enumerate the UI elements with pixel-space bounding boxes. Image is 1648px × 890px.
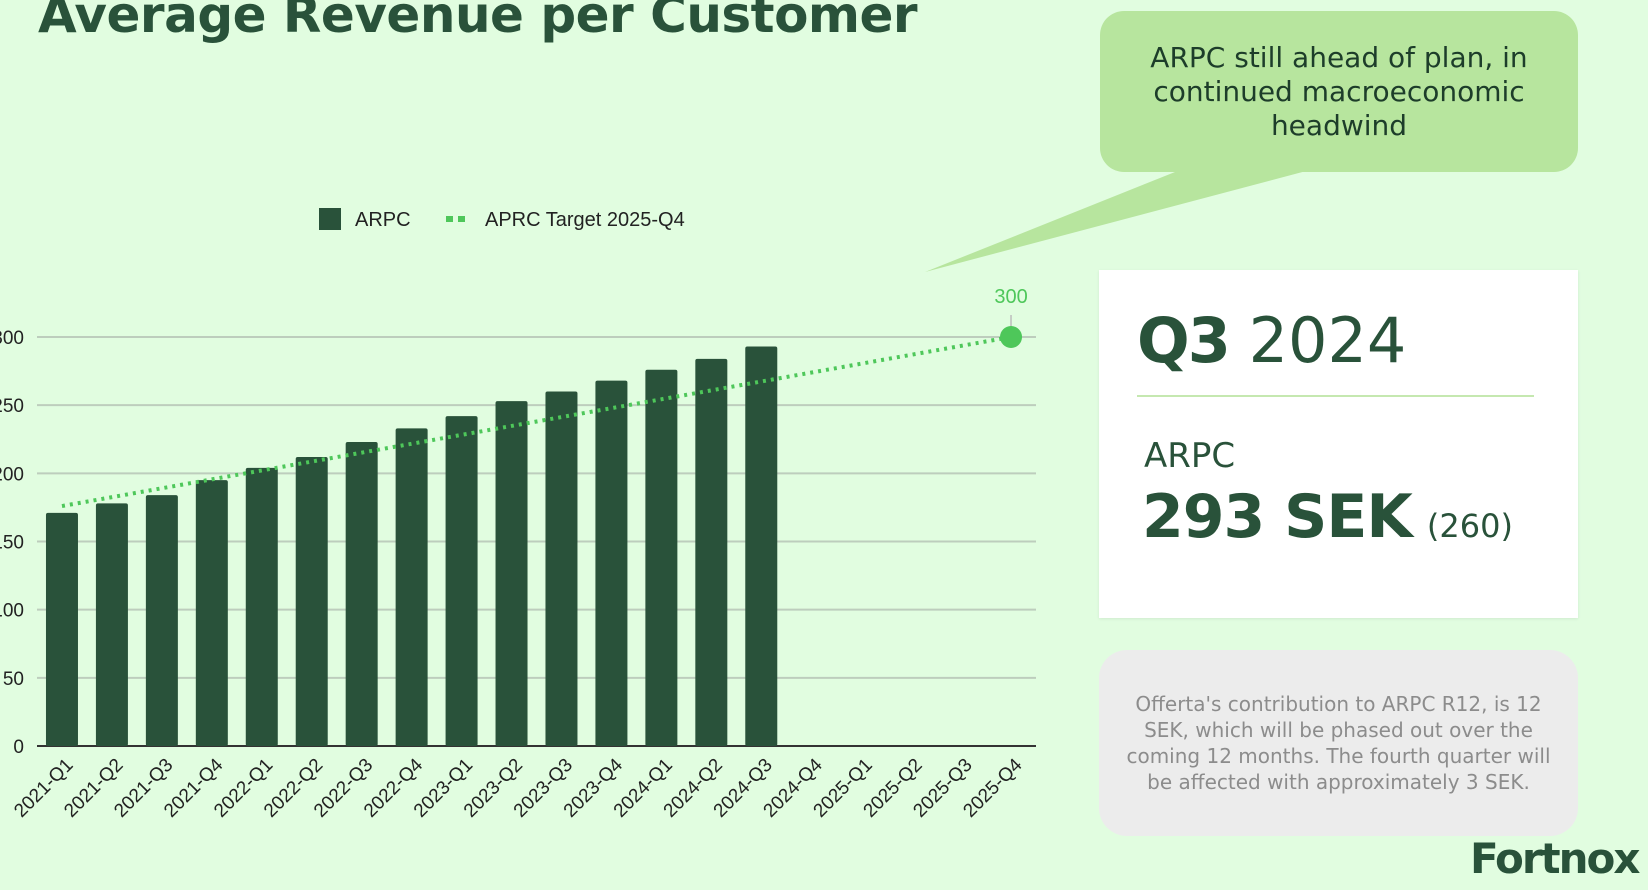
arpc-bar <box>445 416 478 746</box>
callout-bubble: ARPC still ahead of plan, in continued m… <box>1100 11 1578 172</box>
arpc-bar <box>745 346 778 746</box>
kpi-card: Q3 2024 ARPC 293 SEK (260) <box>1099 270 1578 618</box>
arpc-bar-chart: 0501001502002503003002021-Q12021-Q22021-… <box>0 208 1036 822</box>
arpc-bar <box>245 467 278 746</box>
arpc-bar <box>395 428 428 746</box>
arpc-bar <box>545 391 578 746</box>
arpc-bar <box>345 441 378 746</box>
fortnox-logo: Fortnox <box>1470 834 1640 883</box>
legend-target-label: APRC Target 2025-Q4 <box>485 209 685 231</box>
kpi-value: 293 SEK <box>1142 482 1413 552</box>
arpc-bar <box>295 456 328 746</box>
y-tick-label: 0 <box>13 737 24 758</box>
target-line <box>61 335 1012 509</box>
y-tick-label: 50 <box>3 669 24 690</box>
target-endpoint <box>1000 326 1023 348</box>
kpi-metric-label: ARPC <box>1144 436 1236 476</box>
y-tick-label: 300 <box>0 328 24 349</box>
arpc-bar <box>95 503 128 746</box>
chart-title: Average Revenue per Customer <box>38 0 918 44</box>
legend-arpc-swatch <box>319 208 341 230</box>
arpc-bar <box>145 495 178 746</box>
target-annotation-label: 300 <box>994 286 1027 308</box>
kpi-divider <box>1137 395 1534 397</box>
kpi-year: 2024 <box>1248 304 1407 377</box>
footnote-box: Offerta's contribution to ARPC R12, is 1… <box>1099 650 1578 836</box>
arpc-bar <box>495 401 528 746</box>
callout-text: ARPC still ahead of plan, in continued m… <box>1150 40 1528 142</box>
arpc-bar <box>45 512 78 746</box>
kpi-prior-value: (260) <box>1426 507 1513 545</box>
arpc-bar <box>645 369 678 746</box>
arpc-bar <box>195 480 228 746</box>
y-tick-label: 150 <box>0 533 24 554</box>
arpc-bar <box>595 380 628 746</box>
arpc-bar <box>695 358 728 746</box>
legend-arpc-label: ARPC <box>355 209 411 231</box>
kpi-quarter: Q3 <box>1137 304 1231 377</box>
y-tick-label: 100 <box>0 601 24 622</box>
kpi-value-row: 293 SEK (260) <box>1142 482 1513 552</box>
footnote-text: Offerta's contribution to ARPC R12, is 1… <box>1126 692 1551 794</box>
kpi-period: Q3 2024 <box>1137 304 1406 377</box>
y-tick-label: 250 <box>0 396 24 417</box>
y-tick-label: 200 <box>0 464 24 485</box>
